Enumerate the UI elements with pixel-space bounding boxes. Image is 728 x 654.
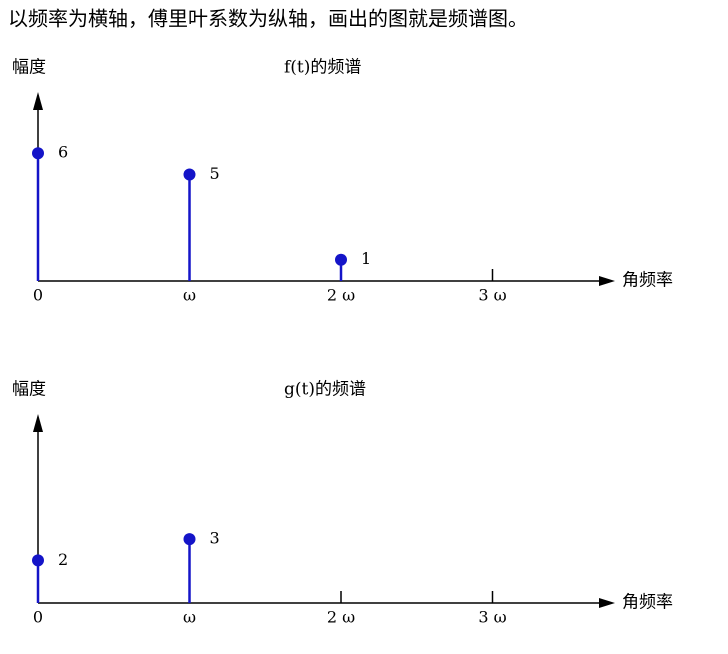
x-axis-label: 角频率: [622, 271, 673, 291]
stem-dot: [183, 533, 196, 546]
x-axis-arrow: [599, 276, 615, 286]
chart-title: f(t)的频谱: [284, 58, 361, 78]
value-label: 3: [210, 529, 220, 548]
value-label: 5: [210, 164, 220, 183]
x-tick-label: ω: [183, 286, 196, 305]
x-tick-label: 2 ω: [327, 286, 355, 305]
x-tick-label: 2 ω: [327, 608, 355, 627]
stem-dot: [32, 554, 44, 567]
x-tick-label: 0: [33, 286, 43, 305]
stem-dot: [183, 168, 196, 181]
x-tick-label: 0: [33, 608, 43, 627]
x-tick-label: 3 ω: [478, 286, 506, 305]
heading: 以频率为横轴，傅里叶系数为纵轴，画出的图就是频谱图。: [8, 7, 528, 31]
value-label: 1: [361, 249, 371, 268]
stem-dot: [32, 147, 44, 160]
x-tick-label: 3 ω: [478, 608, 506, 627]
chart-title: g(t)的频谱: [284, 380, 366, 400]
y-axis-label: 幅度: [12, 380, 46, 400]
x-axis-label: 角频率: [622, 593, 673, 613]
x-axis-arrow: [599, 598, 615, 608]
stem-dot: [335, 253, 347, 266]
y-axis-arrow: [33, 414, 43, 432]
x-tick-label: ω: [183, 608, 196, 627]
y-axis-label: 幅度: [12, 58, 46, 78]
value-label: 2: [58, 550, 68, 569]
value-label: 6: [58, 143, 68, 162]
y-axis-arrow: [33, 92, 43, 110]
